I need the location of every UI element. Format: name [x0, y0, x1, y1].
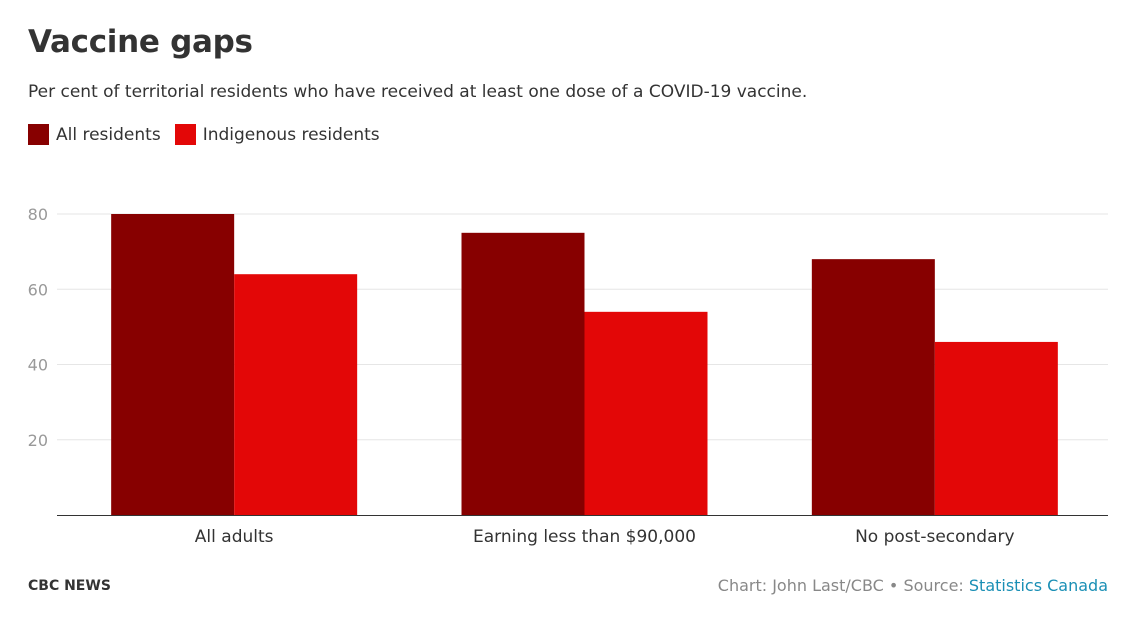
legend-item-all-residents: All residents	[28, 124, 161, 145]
chart-credit: Chart: John Last/CBC • Source: Statistic…	[718, 576, 1108, 595]
chart-subtitle: Per cent of territorial residents who ha…	[28, 82, 808, 102]
bar-all-residents	[811, 259, 935, 515]
legend-swatch-indigenous-residents	[174, 124, 196, 145]
bar-all-residents	[461, 232, 585, 515]
legend-item-indigenous-residents: Indigenous residents	[174, 124, 380, 145]
legend-swatch-all-residents	[28, 124, 49, 145]
cbc-news-logo: CBC NEWS	[28, 578, 111, 594]
bar-indigenous-residents	[234, 274, 358, 515]
x-tick-label: No post-secondary	[855, 527, 1014, 547]
x-tick-label: Earning less than $90,000	[473, 527, 696, 547]
bar-indigenous-residents	[584, 311, 708, 515]
bar-all-residents	[111, 214, 235, 515]
source-link[interactable]: Statistics Canada	[968, 576, 1108, 595]
legend-label-indigenous-residents: Indigenous residents	[202, 124, 380, 145]
y-tick-label: 20	[28, 431, 48, 450]
legend: All residents Indigenous residents	[28, 124, 394, 145]
x-tick-label: All adults	[195, 527, 274, 547]
y-tick-label: 80	[28, 205, 48, 224]
chart-title: Vaccine gaps	[28, 24, 253, 60]
y-tick-label: 60	[28, 280, 48, 299]
y-tick-label: 40	[28, 356, 48, 375]
bar-indigenous-residents	[934, 341, 1058, 515]
credit-text: Chart: John Last/CBC • Source:	[717, 576, 969, 595]
legend-label-all-residents: All residents	[56, 124, 161, 145]
